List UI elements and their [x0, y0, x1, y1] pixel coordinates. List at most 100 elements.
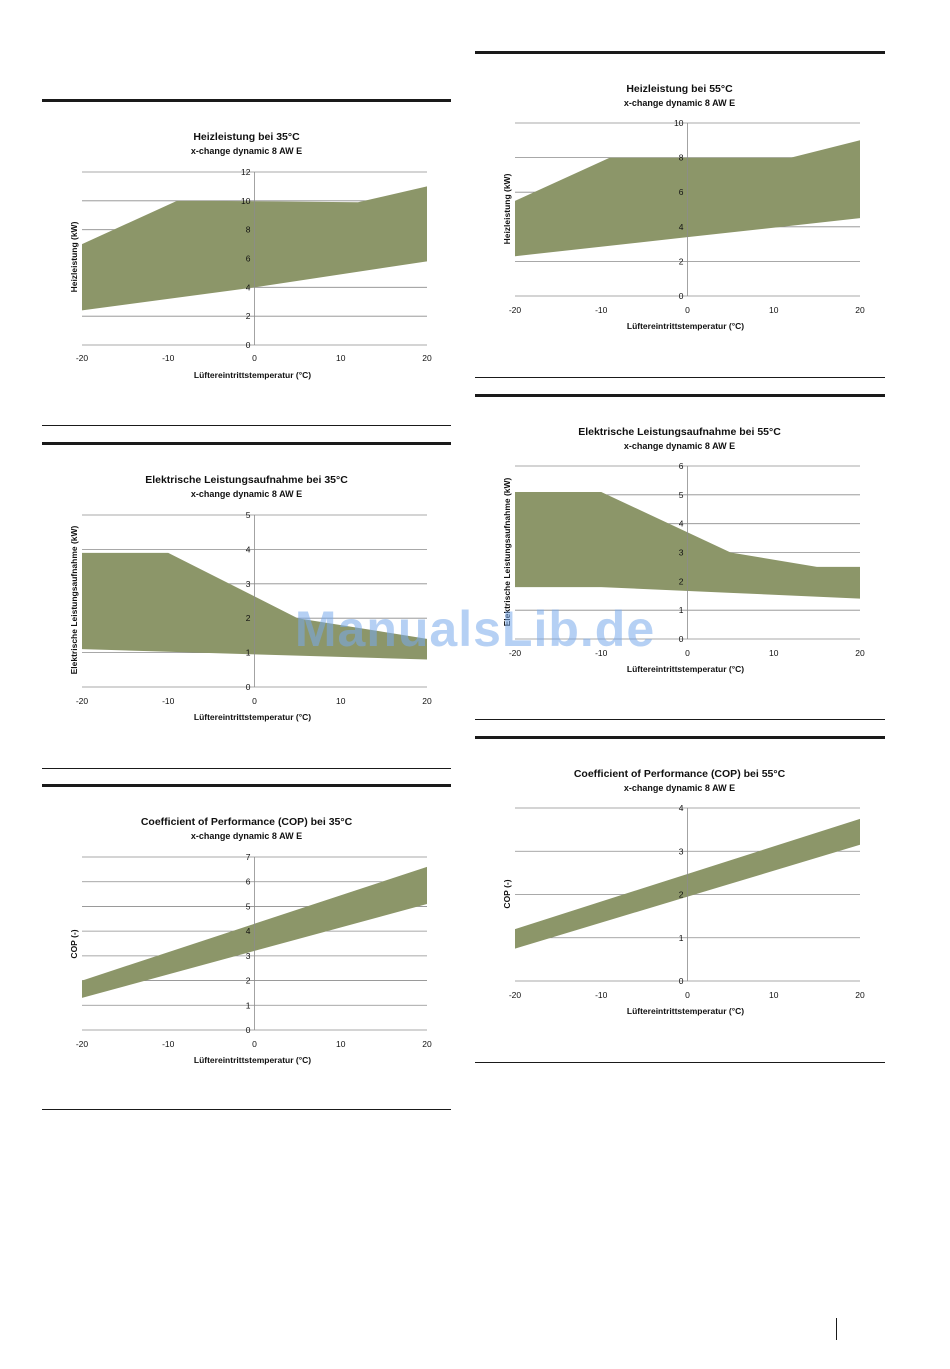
x-tick-label: -20 [76, 696, 89, 706]
chart-title: Coefficient of Performance (COP) bei 35°… [141, 816, 353, 828]
x-tick-label: 20 [422, 353, 432, 363]
chart-svg: 0 1 2 3 4 5 6 7 -20 -10 0 10 20 Coefficient of Perfor… [69, 816, 432, 1065]
x-axis-label: Lüftereintrittstemperatur (°C) [627, 321, 744, 331]
panel-top-rule [42, 99, 451, 102]
x-tick-label: 0 [685, 648, 690, 658]
chart-panel-heizleistung-35: 0 2 4 6 8 10 12 -20 -10 0 10 20 Heizleistung bei 35°… [42, 99, 451, 426]
chart-svg: 0 2 4 6 8 10 -20 -10 0 10 20 Heizleistung bei 55°C x… [502, 83, 865, 331]
y-tick-label: 4 [679, 803, 684, 813]
y-tick-label: 0 [679, 291, 684, 301]
y-tick-label: 4 [679, 519, 684, 529]
x-tick-label: 10 [769, 305, 779, 315]
x-tick-label: -20 [76, 353, 89, 363]
x-tick-label: 20 [422, 696, 432, 706]
chart-title: Elektrische Leistungsaufnahme bei 35°C [145, 474, 348, 486]
chart-svg: 0 2 4 6 8 10 12 -20 -10 0 10 20 Heizleistung bei 35°… [69, 131, 432, 380]
x-tick-label: -20 [509, 990, 522, 1000]
y-axis-label: Heizleistung (kW) [69, 221, 79, 292]
y-tick-label: 0 [679, 634, 684, 644]
y-tick-label: 6 [679, 461, 684, 471]
y-tick-label: 5 [246, 510, 251, 520]
x-tick-label: 20 [855, 648, 865, 658]
x-tick-label: 0 [252, 696, 257, 706]
y-axis-label: COP (-) [502, 879, 512, 908]
chart-panel-elektrische-leistungsaufnahme-55: 0 1 2 3 4 5 6 -20 -10 0 10 20 Elektrische Leistungsa… [475, 394, 885, 720]
y-axis-label: Elektrische Leistungsaufnahme (kW) [69, 525, 79, 674]
panel-bottom-rule [475, 377, 885, 378]
x-axis-label: Lüftereintrittstemperatur (°C) [194, 1055, 311, 1065]
chart-subtitle: x-change dynamic 8 AW E [191, 489, 302, 499]
chart-subtitle: x-change dynamic 8 AW E [191, 831, 302, 841]
x-tick-label: -10 [162, 1039, 175, 1049]
y-tick-label: 3 [679, 548, 684, 558]
chart-title: Coefficient of Performance (COP) bei 55°… [574, 768, 786, 780]
y-tick-label: 7 [246, 852, 251, 862]
x-tick-label: -10 [162, 353, 175, 363]
y-tick-label: 12 [241, 167, 251, 177]
chart-title: Heizleistung bei 55°C [626, 83, 733, 95]
y-tick-label: 0 [246, 682, 251, 692]
panel-bottom-rule [475, 1062, 885, 1063]
page-marker-rule [836, 1318, 837, 1340]
x-tick-label: -10 [162, 696, 175, 706]
y-axis-label: Heizleistung (kW) [502, 173, 512, 244]
x-tick-label: -20 [76, 1039, 89, 1049]
panel-bottom-rule [42, 1109, 451, 1110]
x-tick-label: -20 [509, 305, 522, 315]
chart-svg: 0 1 2 3 4 5 6 -20 -10 0 10 20 Elektrische Leistungsa… [502, 426, 865, 674]
chart-panel-cop-55: 0 1 2 3 4 -20 -10 0 10 20 Coefficient of Performan… [475, 736, 885, 1063]
watermark: ManualsLib.de [294, 601, 656, 657]
chart-subtitle: x-change dynamic 8 AW E [624, 783, 735, 793]
chart-subtitle: x-change dynamic 8 AW E [624, 98, 735, 108]
y-tick-label: 8 [679, 153, 684, 163]
panel-top-rule [475, 51, 885, 54]
chart-title: Elektrische Leistungsaufnahme bei 55°C [578, 426, 781, 438]
chart-subtitle: x-change dynamic 8 AW E [191, 146, 302, 156]
x-tick-label: -10 [595, 990, 608, 1000]
x-tick-label: -10 [595, 305, 608, 315]
y-tick-label: 10 [241, 196, 251, 206]
chart-subtitle: x-change dynamic 8 AW E [624, 441, 735, 451]
chart-title: Heizleistung bei 35°C [193, 131, 300, 143]
y-tick-label: 2 [679, 890, 684, 900]
x-tick-label: -10 [595, 648, 608, 658]
panel-top-rule [42, 442, 451, 445]
y-tick-label: 3 [246, 579, 251, 589]
y-tick-label: 2 [679, 256, 684, 266]
x-tick-label: 10 [769, 648, 779, 658]
y-tick-label: 8 [246, 225, 251, 235]
chart-panel-heizleistung-55: 0 2 4 6 8 10 -20 -10 0 10 20 Heizleistung bei 55°C x… [475, 51, 885, 378]
panel-bottom-rule [475, 719, 885, 720]
x-tick-label: 0 [252, 353, 257, 363]
x-tick-label: 0 [252, 1039, 257, 1049]
y-tick-label: 6 [246, 254, 251, 264]
y-tick-label: 6 [679, 187, 684, 197]
chart-panel-elektrische-leistungsaufnahme-35: 0 1 2 3 4 5 -20 -10 0 10 20 Elektrische Leistungsau… [42, 442, 451, 769]
x-tick-label: 10 [336, 696, 346, 706]
chart-svg: 0 1 2 3 4 -20 -10 0 10 20 Coefficient of Performan… [502, 768, 865, 1016]
panel-top-rule [42, 784, 451, 787]
y-tick-label: 4 [679, 222, 684, 232]
y-axis-label: Elektrische Leistungsaufnahme (kW) [502, 477, 512, 626]
y-tick-label: 2 [246, 613, 251, 623]
y-tick-label: 6 [246, 877, 251, 887]
y-tick-label: 1 [679, 933, 684, 943]
y-tick-label: 4 [246, 544, 251, 554]
x-axis-label: Lüftereintrittstemperatur (°C) [194, 712, 311, 722]
y-tick-label: 1 [246, 1000, 251, 1010]
y-tick-label: 10 [674, 118, 684, 128]
x-tick-label: 10 [769, 990, 779, 1000]
x-axis-label: Lüftereintrittstemperatur (°C) [627, 1006, 744, 1016]
y-tick-label: 2 [246, 976, 251, 986]
y-tick-label: 2 [679, 576, 684, 586]
x-tick-label: -20 [509, 648, 522, 658]
y-tick-label: 5 [679, 490, 684, 500]
x-tick-label: 0 [685, 990, 690, 1000]
x-tick-label: 20 [855, 990, 865, 1000]
chart-svg: 0 1 2 3 4 5 -20 -10 0 10 20 Elektrische Leistungsau… [69, 474, 432, 722]
y-tick-label: 0 [246, 340, 251, 350]
panel-bottom-rule [42, 768, 451, 769]
y-tick-label: 2 [246, 311, 251, 321]
x-tick-label: 10 [336, 1039, 346, 1049]
y-tick-label: 5 [246, 901, 251, 911]
